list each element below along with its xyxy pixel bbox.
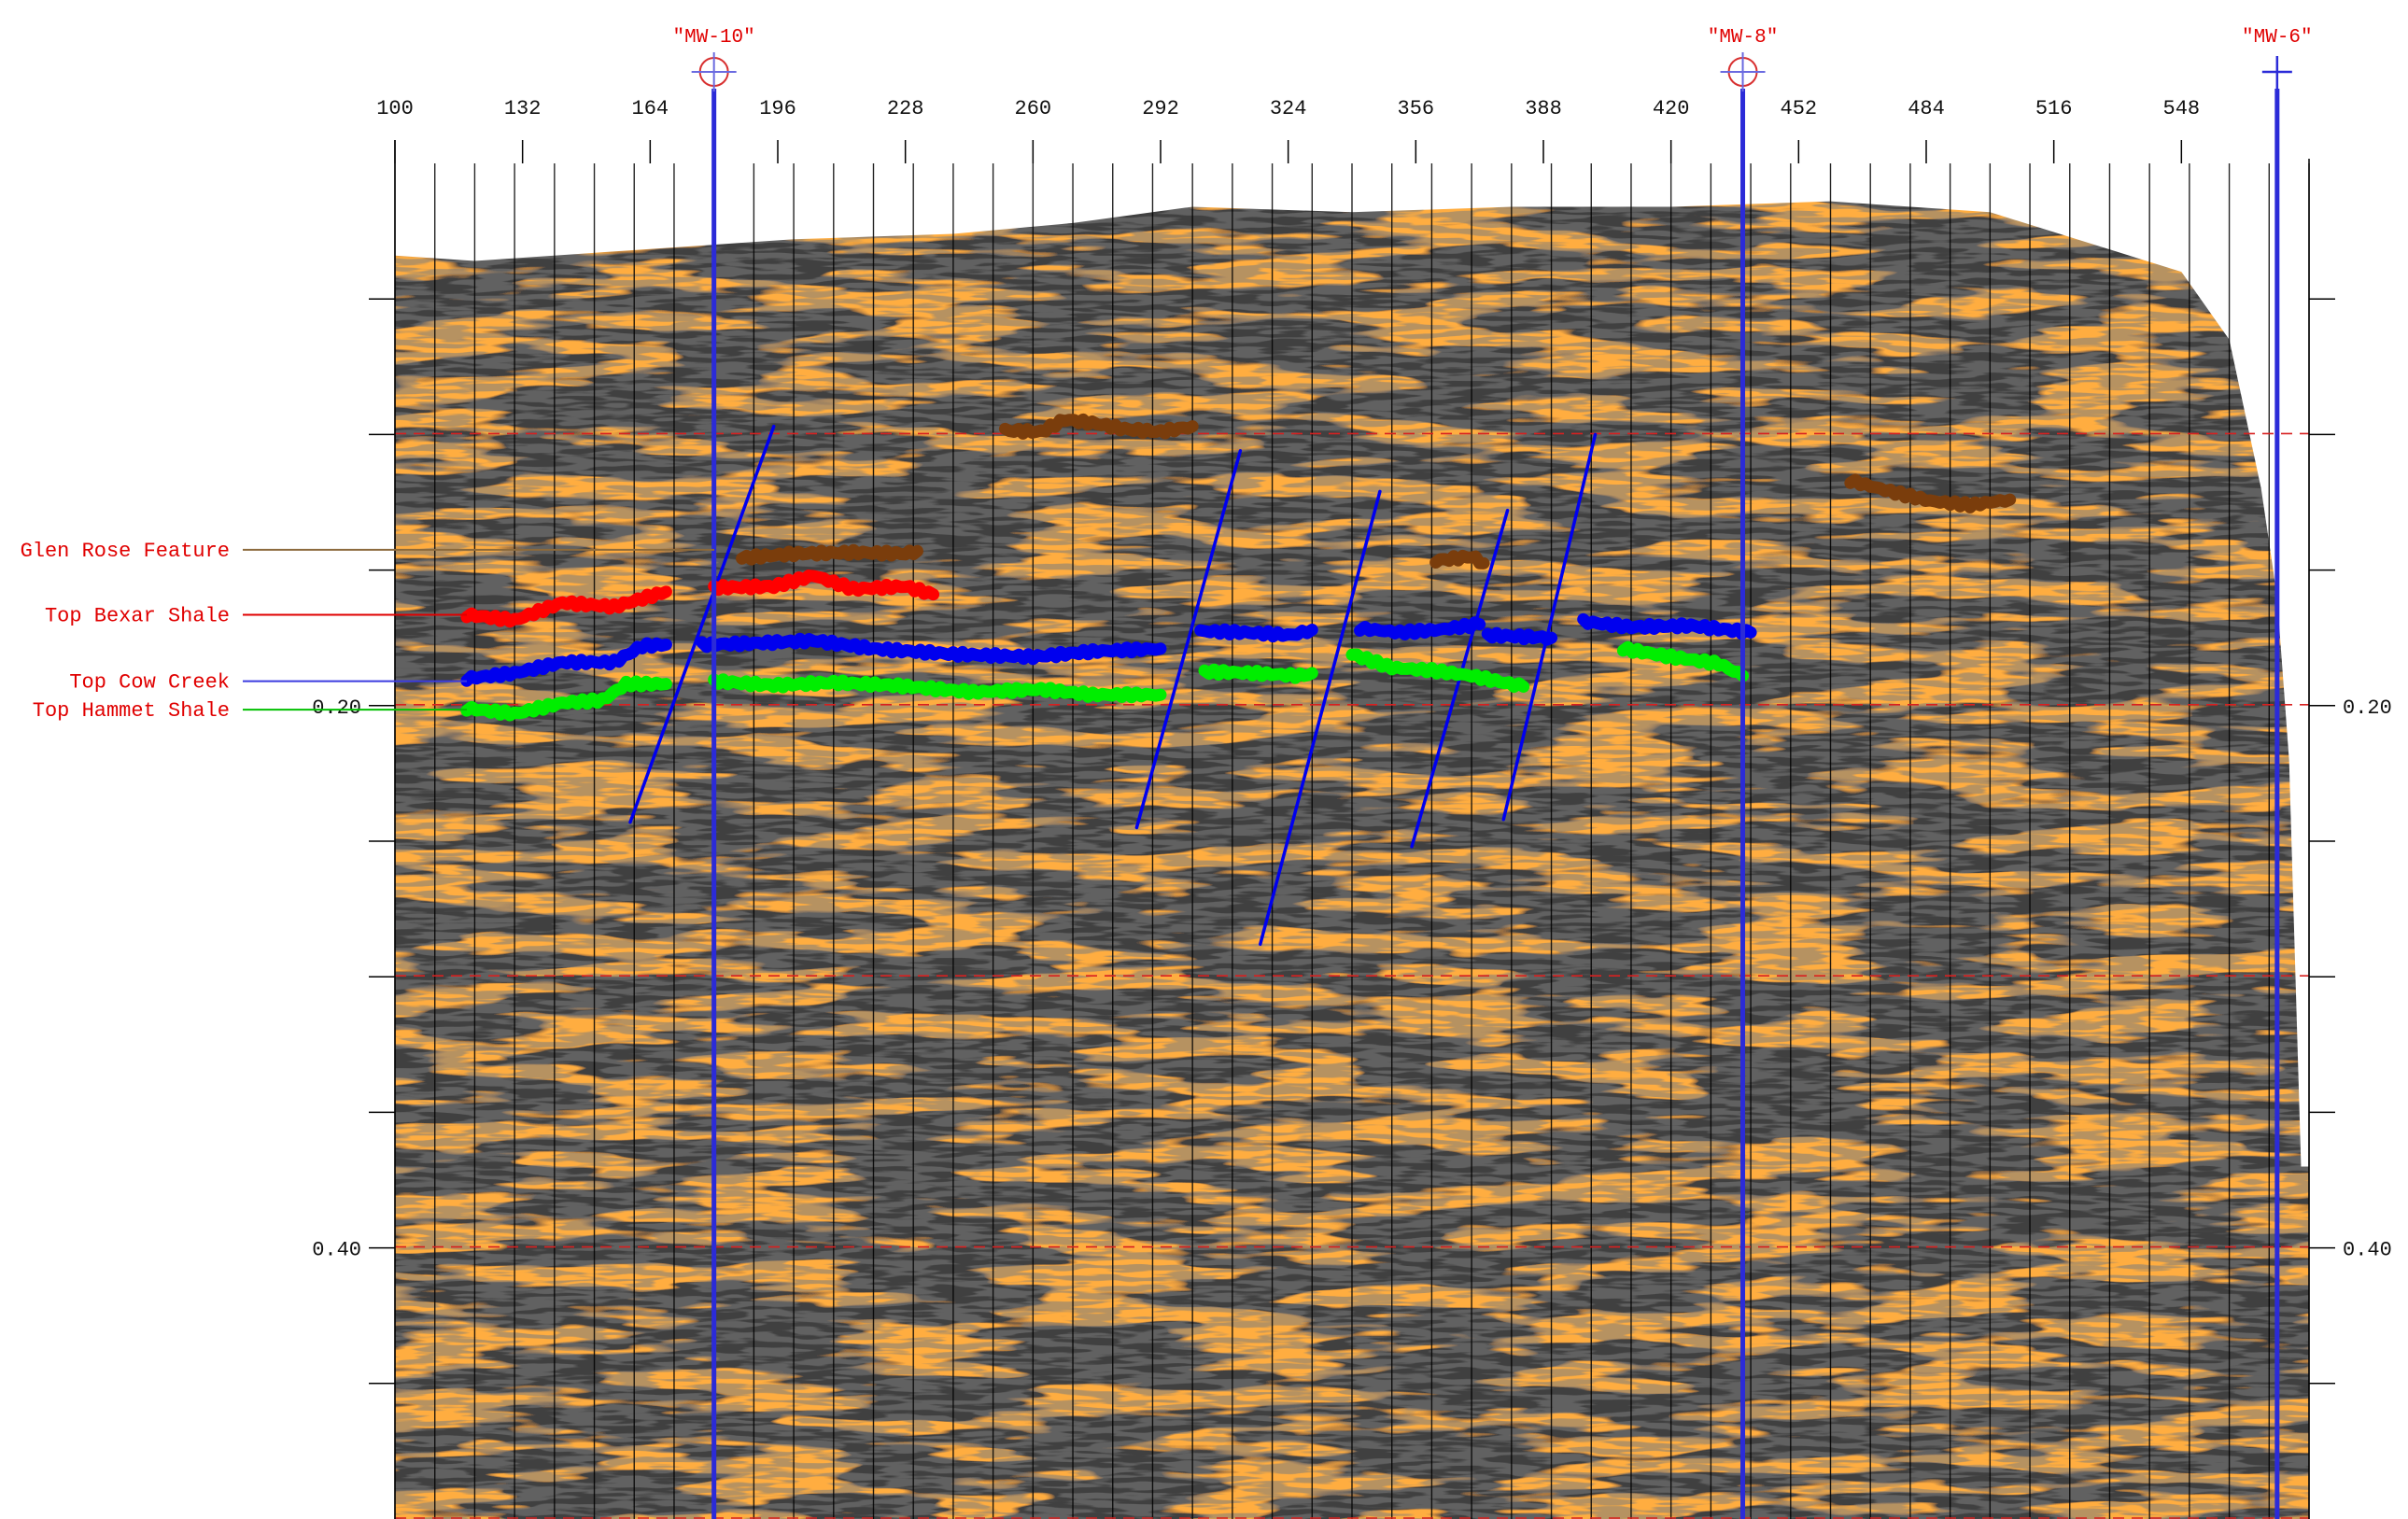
y-tick-label-left: 0.20 bbox=[312, 696, 361, 720]
x-tick-label: 196 bbox=[759, 97, 796, 120]
y-tick-label-right: 0.40 bbox=[2343, 1239, 2392, 1262]
horizon-segment bbox=[1577, 612, 1757, 640]
horizon-segment bbox=[1194, 623, 1318, 643]
horizon-segment bbox=[460, 675, 672, 722]
x-tick-label: 420 bbox=[1653, 97, 1690, 120]
horizon-segment bbox=[1616, 640, 1750, 682]
horizon-segment bbox=[708, 673, 1167, 704]
horizon-segment bbox=[696, 632, 1167, 666]
axes: 100 132 164 196 228 260 292 324 356 388 420 452 484 5… bbox=[312, 97, 2392, 1519]
horizon-segment bbox=[736, 543, 923, 566]
horizon-segment bbox=[1844, 473, 2017, 513]
well-markers: "MW-10" "MW-8" "MW-6" bbox=[673, 27, 2313, 1519]
trace-lines bbox=[394, 163, 2310, 1519]
well-name-label: "MW-6" bbox=[2242, 27, 2313, 49]
horizon-segment bbox=[460, 585, 672, 628]
horizon-segment bbox=[998, 413, 1199, 440]
horizon-segment bbox=[1354, 616, 1486, 640]
fault-line bbox=[1501, 432, 1598, 822]
horizon-label-text: Glen Rose Feature bbox=[21, 540, 230, 563]
x-tick-label: 484 bbox=[1908, 97, 1945, 120]
horizon-segment bbox=[1345, 648, 1530, 694]
well-name-label: "MW-10" bbox=[673, 27, 755, 49]
x-tick-label: 228 bbox=[887, 97, 924, 120]
well-name-label: "MW-8" bbox=[1708, 27, 1779, 49]
horizon-picks bbox=[460, 413, 2017, 722]
fault-line bbox=[1259, 489, 1382, 947]
x-tick-label: 452 bbox=[1781, 97, 1818, 120]
x-tick-label: 100 bbox=[376, 97, 414, 120]
x-tick-label: 260 bbox=[1015, 97, 1052, 120]
y-tick-label-left: 0.40 bbox=[312, 1239, 361, 1262]
horizon-label-text: Top Bexar Shale bbox=[45, 605, 230, 628]
horizon-label-text: Top Cow Creek bbox=[69, 671, 230, 695]
fault-line bbox=[628, 424, 776, 824]
horizon-segment bbox=[1198, 663, 1318, 684]
x-tick-label: 356 bbox=[1398, 97, 1435, 120]
x-tick-label: 516 bbox=[2035, 97, 2073, 120]
horizon-labels: Glen Rose Feature Top Bexar Shale Top Cow … bbox=[21, 540, 714, 723]
fault-line bbox=[1134, 449, 1243, 830]
x-tick-label: 164 bbox=[632, 97, 669, 120]
x-tick-label: 548 bbox=[2163, 97, 2201, 120]
x-tick-label: 132 bbox=[504, 97, 542, 120]
horizon-segment bbox=[708, 570, 940, 601]
x-tick-label: 388 bbox=[1525, 97, 1562, 120]
horizon-label-text: Top Hammet Shale bbox=[33, 699, 230, 723]
horizon-segment bbox=[460, 637, 672, 687]
y-tick-label-right: 0.20 bbox=[2343, 696, 2392, 720]
x-tick-label: 292 bbox=[1142, 97, 1179, 120]
horizon-segment bbox=[1429, 549, 1490, 570]
horizon-segment bbox=[1481, 626, 1558, 646]
x-tick-label: 324 bbox=[1270, 97, 1307, 120]
